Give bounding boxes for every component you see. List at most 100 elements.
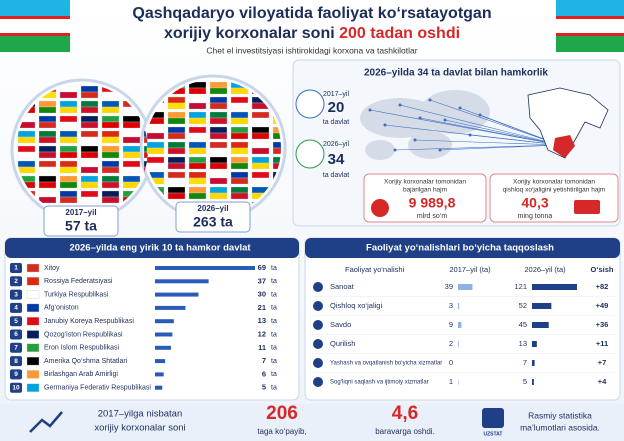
column-header: Faoliyat yo‘nalishi	[345, 265, 405, 274]
unit: ta	[271, 385, 277, 392]
flag	[101, 136, 120, 144]
connection-dot	[458, 106, 462, 110]
flag	[188, 126, 207, 134]
country-name: Turkiya Respublikasi	[44, 291, 109, 298]
flag	[146, 141, 165, 149]
column-header: 2026–yil (ta)	[524, 265, 566, 274]
bar	[155, 332, 173, 337]
bar	[155, 279, 209, 284]
volume-label: Xorijiy korxonalar tomonidan	[384, 179, 466, 186]
flag	[80, 136, 99, 144]
rank-badge	[10, 329, 22, 340]
volume-value: 40,3	[521, 195, 548, 211]
flag	[122, 136, 141, 144]
growth: +36	[596, 320, 609, 329]
value-2017: 3	[449, 301, 453, 310]
flag	[101, 151, 120, 159]
flag	[17, 145, 36, 153]
flag	[143, 145, 148, 153]
flag	[209, 147, 228, 155]
flag	[80, 145, 99, 153]
flag	[272, 156, 281, 164]
unit: ta	[271, 345, 277, 352]
bar-value: 69	[258, 263, 266, 272]
flag	[230, 132, 249, 140]
sectors-header	[305, 238, 620, 258]
flag	[188, 117, 207, 125]
flag	[59, 121, 78, 129]
total-count: 57 ta	[65, 218, 97, 234]
rank: 6	[14, 331, 18, 338]
flag	[230, 117, 249, 125]
sector-name: Yashash va ovqatlanish bo‘yicha xizmatla…	[330, 361, 442, 367]
unit: ta	[271, 358, 277, 365]
flag	[230, 102, 249, 110]
flag	[80, 166, 99, 174]
footer-increase: 206	[266, 403, 298, 424]
flag	[188, 171, 207, 179]
growth-icon	[29, 411, 63, 433]
sector-icon	[313, 377, 323, 387]
flag	[209, 171, 228, 179]
country-name: Amerika Qo‘shma Shtatlari	[44, 358, 128, 365]
country-flag	[26, 383, 40, 392]
flag	[143, 136, 148, 144]
rank-badge	[10, 316, 22, 327]
rank: 1	[14, 265, 18, 272]
bar-2017	[458, 322, 462, 328]
sector-icon	[313, 339, 323, 349]
uz-flag-right	[556, 0, 624, 52]
tractor-icon	[574, 200, 600, 214]
flag	[143, 160, 148, 168]
connection-dot	[418, 116, 422, 120]
bar-value: 37	[258, 276, 266, 285]
flag	[17, 136, 36, 144]
flag	[38, 190, 57, 198]
flag	[80, 130, 99, 138]
partners-header	[5, 238, 299, 258]
connection-dot	[428, 98, 432, 102]
flag	[167, 141, 186, 149]
flag	[59, 106, 78, 114]
flag	[146, 162, 165, 170]
flag	[251, 117, 270, 125]
rank-badge	[10, 369, 22, 380]
flag	[80, 106, 99, 114]
volume-label: qishloq xo‘jaligini yetishtirilgan hajm	[503, 187, 606, 194]
flag	[38, 100, 57, 108]
total-year: 2017–yil	[65, 208, 96, 217]
bar-value: 30	[258, 290, 266, 299]
flag	[167, 186, 186, 194]
country-name: Afg‘oniston	[44, 305, 79, 312]
bar-value: 11	[258, 343, 266, 352]
flag	[167, 132, 186, 140]
bar-2026	[532, 303, 552, 309]
flag	[209, 192, 228, 200]
flag	[122, 130, 141, 138]
flag	[59, 160, 78, 168]
country-flag	[26, 330, 40, 339]
stat-year: 2026–yil	[323, 141, 350, 148]
flag	[146, 126, 165, 134]
growth: +4	[598, 377, 607, 386]
flag	[143, 130, 148, 138]
bar-value: 13	[258, 316, 266, 325]
globe-icon	[295, 139, 325, 169]
flag	[59, 130, 78, 138]
bar-value: 12	[258, 329, 266, 338]
bar	[155, 266, 255, 270]
growth: +82	[596, 282, 609, 291]
flag	[146, 156, 165, 164]
connection-dot	[468, 133, 472, 137]
title-line2: xorijiy korxonalar soni 200 tadan oshdi	[164, 25, 460, 42]
footer-increase-text: taga ko‘payib,	[257, 427, 306, 436]
bar	[155, 345, 171, 350]
bar	[155, 319, 174, 324]
flag	[17, 130, 36, 138]
flag	[209, 96, 228, 104]
bar-value: 21	[258, 303, 266, 312]
value-2026: 52	[519, 301, 527, 310]
bar-2017	[458, 284, 473, 290]
flag	[80, 85, 99, 93]
